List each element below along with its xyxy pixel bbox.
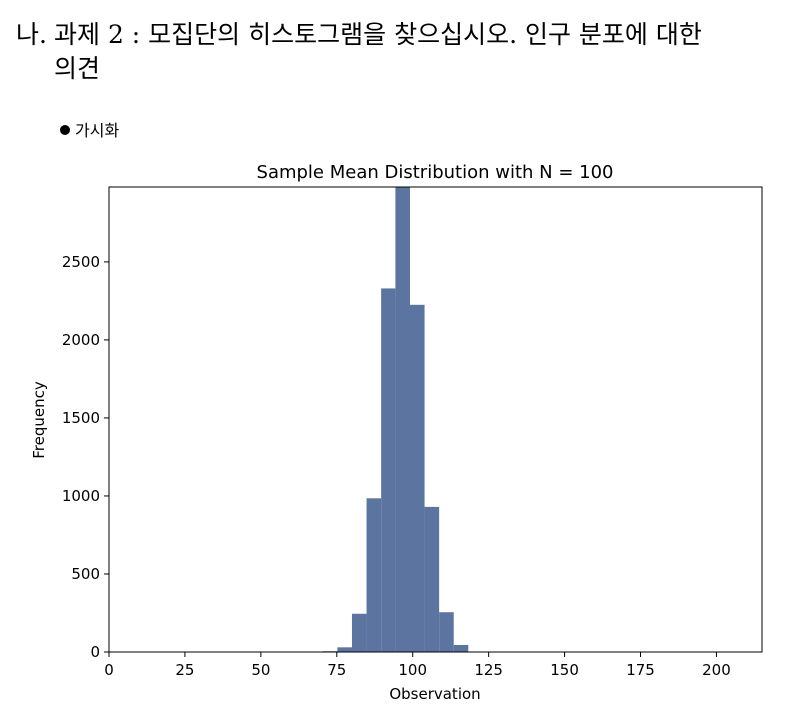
bullet-item: 가시화 xyxy=(60,120,119,142)
bullet-label: 가시화 xyxy=(75,121,120,140)
histogram-bar xyxy=(366,498,382,652)
x-tick-label: 100 xyxy=(398,661,427,679)
histogram-bar xyxy=(453,644,469,652)
y-tick-label: 2500 xyxy=(62,253,100,271)
x-tick-label: 0 xyxy=(104,661,114,679)
x-axis: 0 25 50 75 100 125 150 175 200 xyxy=(104,652,731,679)
x-tick-label: 200 xyxy=(702,661,731,679)
y-tick-label: 500 xyxy=(71,565,100,583)
plot-frame xyxy=(108,186,763,653)
histogram-bar xyxy=(439,612,454,652)
y-tick-label: 1000 xyxy=(62,487,100,505)
heading-line-1: 나. 과제 2 : 모집단의 히스토그램을 찾으십시오. 인구 분포에 대한 xyxy=(16,18,791,52)
histogram-bar xyxy=(424,506,440,652)
x-tick-label: 125 xyxy=(474,661,503,679)
y-tick-label: 2000 xyxy=(62,331,100,349)
x-tick-label: 75 xyxy=(327,661,346,679)
histogram-bar xyxy=(381,288,396,652)
x-tick-label: 150 xyxy=(550,661,579,679)
histogram-bars xyxy=(322,187,469,652)
heading-marker: 나. xyxy=(16,20,47,49)
y-axis: 0 500 1000 1500 2000 2500 xyxy=(62,253,109,661)
section-heading: 나. 과제 2 : 모집단의 히스토그램을 찾으십시오. 인구 분포에 대한 의견 xyxy=(16,18,791,86)
histogram-bar xyxy=(409,304,425,652)
heading-line-2: 의견 xyxy=(54,54,101,83)
chart-title: Sample Mean Distribution with N = 100 xyxy=(257,162,614,183)
y-axis-label: Frequency xyxy=(30,381,48,459)
x-axis-label: Observation xyxy=(389,685,480,703)
heading-text: 과제 2 : 모집단의 히스토그램을 찾으십시오. 인구 분포에 대한 xyxy=(54,20,702,49)
histogram-bar xyxy=(351,613,367,652)
x-tick-label: 25 xyxy=(175,661,194,679)
histogram-bar xyxy=(395,187,410,652)
histogram-bar xyxy=(337,647,352,652)
y-tick-label: 1500 xyxy=(62,409,100,427)
y-tick-label: 0 xyxy=(90,643,100,661)
x-tick-label: 50 xyxy=(251,661,270,679)
x-tick-label: 175 xyxy=(626,661,655,679)
bullet-dot-icon xyxy=(60,125,70,135)
